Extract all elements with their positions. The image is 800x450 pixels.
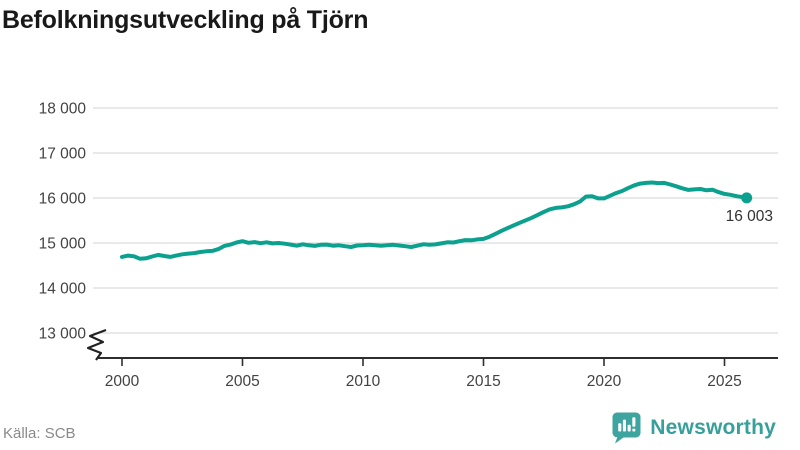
population-line-chart: 18 000 17 000 16 000 15 000 14 000 13 000 2000… (39, 101, 778, 390)
source-label: Källa: SCB (3, 425, 76, 442)
svg-text:15 000: 15 000 (39, 236, 87, 253)
svg-text:2010: 2010 (346, 373, 381, 390)
svg-text:16 000: 16 000 (39, 191, 87, 208)
svg-text:18 000: 18 000 (39, 101, 87, 118)
newsworthy-wordmark: Newsworthy (650, 415, 776, 439)
svg-text:2020: 2020 (587, 373, 622, 390)
svg-text:2015: 2015 (466, 373, 500, 390)
svg-text:14 000: 14 000 (39, 281, 87, 298)
svg-text:13 000: 13 000 (39, 326, 87, 343)
svg-text:16 003: 16 003 (726, 208, 773, 225)
svg-text:2025: 2025 (707, 373, 741, 390)
bar-chart-bubble-icon (611, 411, 642, 444)
svg-text:2000: 2000 (105, 373, 140, 390)
svg-text:2005: 2005 (225, 373, 259, 390)
chart-title: Befolkningsutveckling på Tjörn (2, 6, 369, 34)
newsworthy-logo: Newsworthy (611, 411, 776, 444)
svg-text:17 000: 17 000 (39, 146, 87, 163)
